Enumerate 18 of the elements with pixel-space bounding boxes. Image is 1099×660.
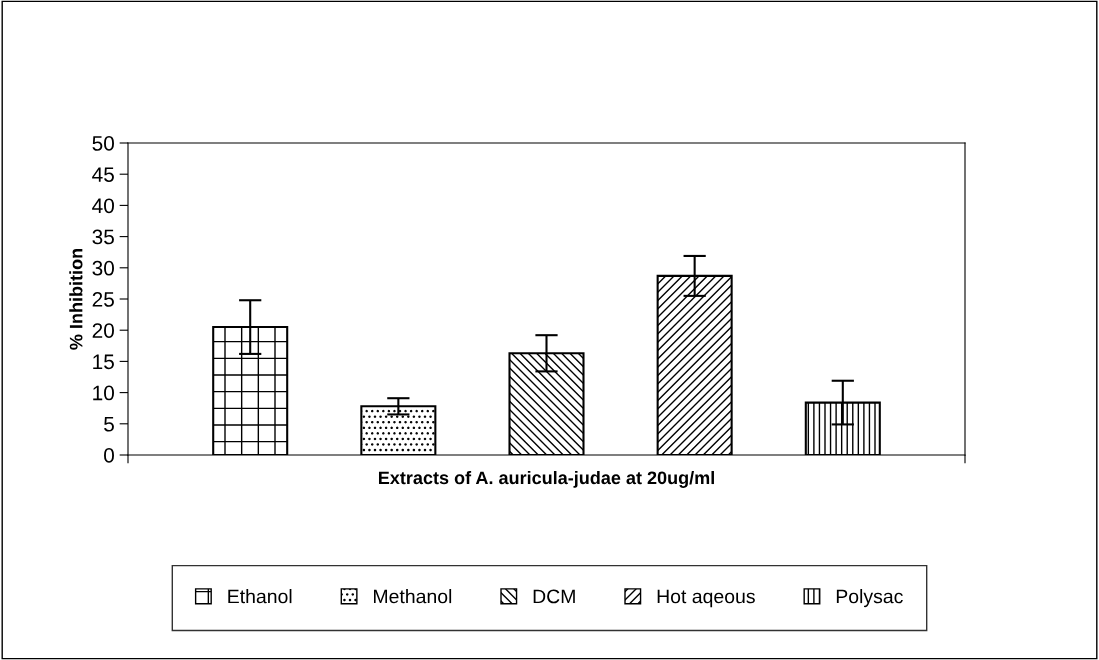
- legend-label: Hot aqeous: [657, 589, 755, 608]
- legend-label: Methanol: [374, 589, 452, 604]
- legend-label: Polysac: [836, 589, 903, 608]
- y-tick-label: 10: [93, 385, 114, 401]
- y-axis-title: % Inhibition: [69, 248, 83, 350]
- legend-label: DCM: [533, 589, 575, 604]
- y-tick-label: 20: [92, 323, 114, 338]
- y-tick-label: 30: [92, 260, 114, 276]
- x-axis-title: Extracts of A. auricula-judae at 20ug/ml: [378, 470, 714, 488]
- y-tick-label: 0: [104, 448, 114, 463]
- y-tick-label: 40: [92, 198, 114, 214]
- y-tick-label: 50: [92, 136, 114, 151]
- y-tick-label: 15: [93, 354, 114, 370]
- y-tick-label: 45: [92, 167, 114, 182]
- y-tick-label: 5: [104, 417, 114, 432]
- legend-label: Ethanol: [228, 589, 292, 604]
- y-tick-label: 25: [92, 292, 114, 307]
- y-tick-label: 35: [92, 229, 114, 245]
